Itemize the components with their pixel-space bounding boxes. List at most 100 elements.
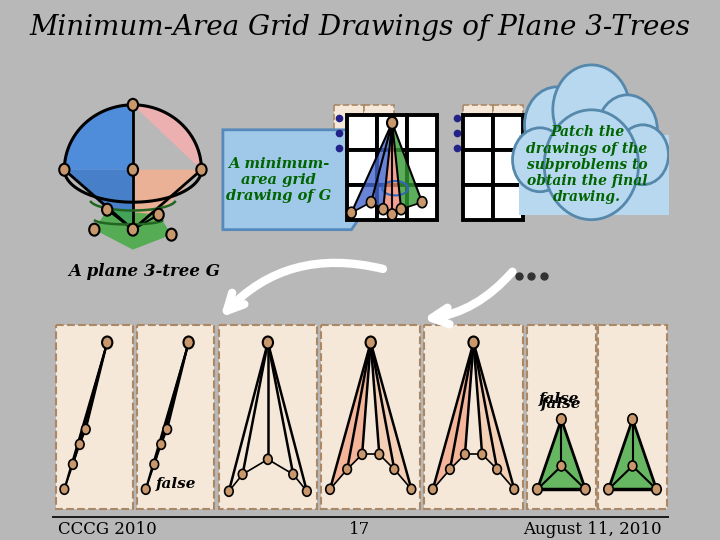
Circle shape [150,460,158,469]
Bar [377,185,407,220]
Bar [463,150,492,185]
Circle shape [238,469,247,480]
Circle shape [225,487,233,496]
Circle shape [469,336,479,348]
Circle shape [184,336,194,348]
Bar [492,115,523,150]
Polygon shape [94,210,171,249]
Bar [527,325,595,509]
Circle shape [89,224,99,235]
Polygon shape [64,342,107,489]
Text: false: false [539,393,579,407]
Bar [518,135,668,215]
Circle shape [157,440,166,449]
Circle shape [557,461,566,471]
Bar [407,185,437,220]
Polygon shape [433,342,474,489]
Bar [347,115,377,150]
Bar [407,115,437,150]
Bar [138,325,215,509]
Circle shape [379,204,388,215]
Circle shape [127,99,138,111]
Circle shape [102,204,112,215]
Circle shape [81,424,90,434]
Circle shape [598,95,657,165]
Bar [424,325,523,509]
Circle shape [390,464,399,474]
Circle shape [513,128,567,192]
Circle shape [617,125,668,185]
Polygon shape [145,342,189,489]
Bar [364,105,395,140]
Circle shape [141,484,150,494]
Bar [334,105,364,140]
Circle shape [163,424,171,434]
Circle shape [347,207,356,218]
Text: CCCG 2010: CCCG 2010 [58,521,157,538]
Bar [463,140,492,175]
Circle shape [629,461,636,471]
Polygon shape [537,420,585,489]
Circle shape [428,484,437,494]
Polygon shape [64,170,133,230]
Circle shape [366,197,376,208]
Circle shape [375,449,384,460]
Bar [377,150,407,185]
Bar [463,185,492,220]
Circle shape [366,336,376,348]
Circle shape [446,464,454,474]
Circle shape [533,484,542,495]
Circle shape [325,484,334,494]
Bar [377,115,407,150]
Circle shape [544,110,639,220]
Bar [364,175,395,210]
Bar [463,105,492,140]
Polygon shape [608,420,657,489]
Polygon shape [474,342,514,489]
Bar [219,325,317,509]
Polygon shape [64,105,133,170]
Circle shape [461,449,469,460]
Circle shape [604,484,613,495]
Polygon shape [371,342,411,489]
Circle shape [59,164,70,176]
Text: false: false [541,397,582,411]
Text: Patch the
drawings of the
subproblems to
obtain the final
drawing.: Patch the drawings of the subproblems to… [526,125,648,204]
Circle shape [68,460,77,469]
Circle shape [76,440,84,449]
Bar [463,175,492,210]
Circle shape [197,164,207,176]
Text: false: false [156,477,196,491]
Circle shape [358,449,366,460]
Bar [463,115,492,150]
Polygon shape [351,123,392,213]
Text: August 11, 2010: August 11, 2010 [523,521,662,538]
Circle shape [153,208,163,221]
Bar [492,140,523,175]
Circle shape [407,484,415,494]
Bar [492,185,523,220]
Polygon shape [383,123,401,214]
Circle shape [302,487,311,496]
Circle shape [553,65,630,155]
Circle shape [580,484,590,495]
Bar [407,150,437,185]
Circle shape [263,336,273,348]
Text: Minimum-Area Grid Drawings of Plane 3-Trees: Minimum-Area Grid Drawings of Plane 3-Tr… [30,15,690,42]
Circle shape [557,414,566,425]
Bar [492,105,523,140]
Circle shape [418,197,427,208]
Polygon shape [330,342,371,489]
Bar [598,325,667,509]
Circle shape [166,228,176,241]
Circle shape [510,484,518,494]
Circle shape [387,117,397,129]
Bar [347,185,377,220]
Circle shape [60,484,68,494]
Bar [55,325,133,509]
Circle shape [492,464,501,474]
Circle shape [127,164,138,176]
Circle shape [387,209,397,220]
Text: 17: 17 [349,521,371,538]
Circle shape [525,87,590,163]
